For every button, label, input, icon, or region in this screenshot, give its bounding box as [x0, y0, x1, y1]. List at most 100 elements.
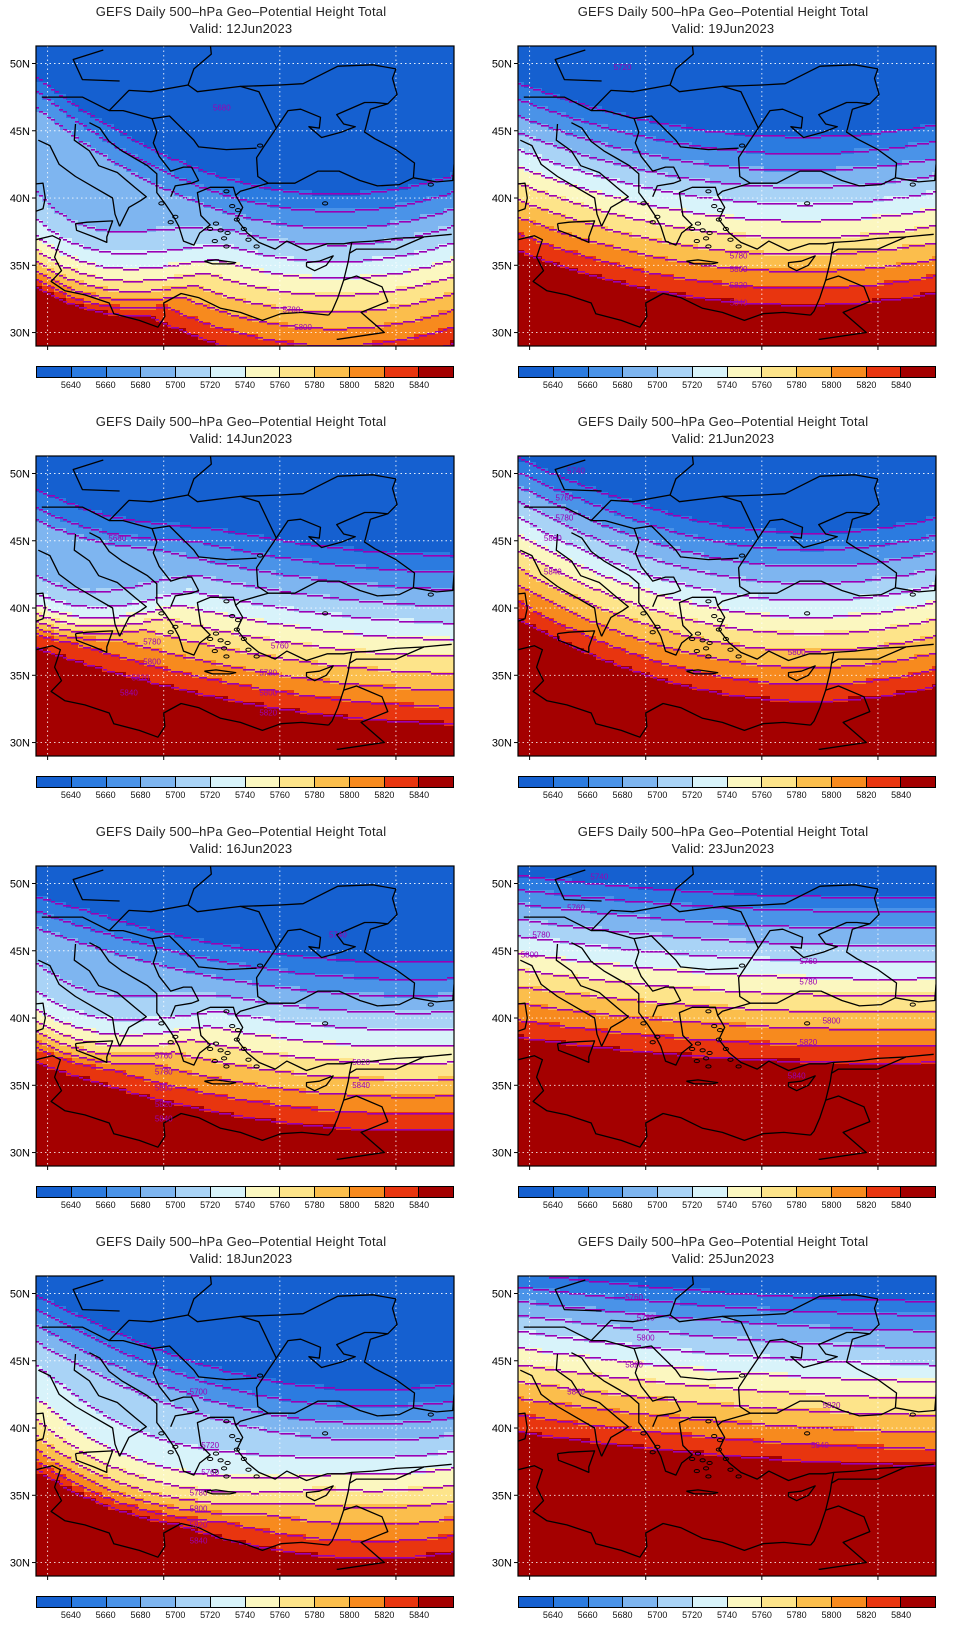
height-cell: [186, 64, 193, 71]
contour-segment: [43, 241, 47, 243]
contour-segment: [135, 157, 139, 159]
height-cell: [174, 136, 181, 143]
contour-segment: [315, 243, 319, 245]
contour-segment: [79, 245, 83, 247]
height-cell: [518, 52, 525, 59]
height-cell: [396, 172, 403, 179]
height-cell: [156, 328, 163, 335]
height-cell: [72, 322, 79, 329]
height-cell: [234, 322, 241, 329]
contour-segment: [231, 247, 235, 249]
contour-segment: [99, 251, 103, 253]
contour-segment: [423, 217, 427, 219]
colorbar-swatch: [384, 367, 420, 377]
contour-segment: [59, 237, 63, 239]
height-cell: [168, 160, 175, 167]
height-cell: [306, 166, 313, 173]
contour-segment: [275, 323, 279, 325]
height-cell: [246, 148, 253, 155]
height-cell: [288, 166, 295, 173]
height-cell: [246, 244, 253, 251]
contour-segment: [91, 149, 95, 151]
height-cell: [872, 64, 879, 71]
height-cell: [396, 214, 403, 221]
height-cell: [84, 154, 91, 161]
height-cell: [210, 172, 217, 179]
contour-segment: [315, 193, 319, 195]
height-cell: [66, 130, 73, 137]
contour-segment: [127, 253, 131, 255]
contour-segment: [191, 301, 195, 303]
contour-segment: [59, 109, 63, 111]
height-cell: [78, 238, 85, 245]
height-cell: [408, 160, 415, 167]
height-cell: [282, 130, 289, 137]
height-cell: [228, 136, 235, 143]
height-cell: [306, 106, 313, 113]
height-cell: [656, 52, 663, 59]
height-cell: [662, 52, 669, 59]
contour-segment: [419, 251, 423, 253]
height-cell: [108, 232, 115, 239]
height-cell: [758, 46, 765, 53]
height-cell: [848, 52, 855, 59]
contour-segment: [87, 263, 91, 265]
coastline: [108, 84, 277, 129]
height-cell: [402, 244, 409, 251]
height-cell: [180, 286, 187, 293]
height-cell: [372, 190, 379, 197]
contour-segment: [51, 247, 55, 249]
height-cell: [198, 172, 205, 179]
contour-segment: [199, 321, 203, 323]
height-cell: [108, 256, 115, 263]
height-cell: [96, 250, 103, 257]
contour-segment: [67, 255, 71, 257]
contour-segment: [155, 279, 159, 281]
height-cell: [408, 232, 415, 239]
contour-segment: [279, 207, 283, 209]
height-cell: [644, 58, 651, 65]
height-cell: [294, 112, 301, 119]
contour-segment: [219, 261, 223, 263]
height-cell: [318, 70, 325, 77]
height-cell: [788, 52, 795, 59]
contour-segment: [263, 339, 267, 341]
height-cell: [138, 280, 145, 287]
coastline: [305, 255, 334, 272]
height-cell: [210, 244, 217, 251]
contour-segment: [251, 335, 255, 337]
height-cell: [342, 214, 349, 221]
contour-segment: [263, 305, 267, 307]
height-cell: [210, 160, 217, 167]
height-cell: [114, 58, 121, 65]
height-cell: [132, 286, 139, 293]
contour-segment: [423, 233, 427, 235]
height-cell: [590, 52, 597, 59]
height-cell: [420, 238, 427, 245]
contour-segment: [195, 261, 199, 263]
height-cell: [426, 274, 433, 281]
height-cell: [872, 58, 879, 65]
height-cell: [228, 214, 235, 221]
height-cell: [444, 148, 451, 155]
height-cell: [330, 220, 337, 227]
contour-segment: [251, 269, 255, 271]
height-cell: [54, 262, 61, 269]
coastline: [349, 236, 425, 254]
height-cell: [108, 214, 115, 221]
height-cell: [192, 136, 199, 143]
height-cell: [264, 256, 271, 263]
contour-segment: [323, 193, 327, 195]
height-cell: [90, 262, 97, 269]
height-cell: [228, 130, 235, 137]
height-cell: [270, 256, 277, 263]
contour-segment: [423, 267, 427, 269]
height-cell: [108, 70, 115, 77]
height-cell: [450, 250, 454, 257]
height-cell: [426, 232, 433, 239]
contour-segment: [87, 129, 91, 131]
height-cell: [626, 52, 633, 59]
height-cell: [420, 232, 427, 239]
height-cell: [378, 196, 385, 203]
contour-segment: [403, 255, 407, 257]
